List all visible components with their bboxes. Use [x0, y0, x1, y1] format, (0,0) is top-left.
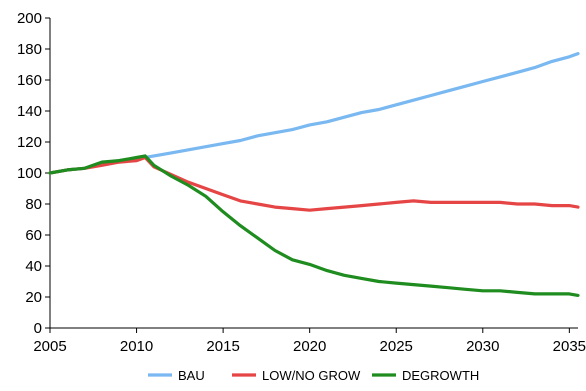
legend-label: BAU [178, 368, 205, 383]
y-tick-label: 0 [34, 320, 42, 337]
series-layer [48, 52, 580, 297]
y-tick-label: 120 [17, 134, 42, 151]
axes: 0 20 40 60 80 100 120 140 160 180 200 2005 2010 2015 2… [17, 10, 586, 355]
legend: BAU LOW/NO GROW DEGROWTH [148, 368, 479, 383]
y-tick-label: 20 [25, 289, 42, 306]
x-tick-label: 2005 [33, 338, 66, 355]
y-tick-label: 140 [17, 103, 42, 120]
x-tick-label: 2015 [206, 338, 239, 355]
x-tick-label: 2010 [120, 338, 153, 355]
legend-label: DEGROWTH [402, 368, 479, 383]
y-tick-label: 160 [17, 72, 42, 89]
series-line-degrowth [48, 154, 580, 297]
x-tick-label: 2030 [466, 338, 499, 355]
x-tick-label: 2035 [553, 338, 586, 355]
y-tick-label: 40 [25, 258, 42, 275]
x-tick-label: 2020 [293, 338, 326, 355]
legend-label: LOW/NO GROW [262, 368, 361, 383]
y-tick-label: 180 [17, 41, 42, 58]
y-tick-label: 100 [17, 165, 42, 182]
y-tick-label: 80 [25, 196, 42, 213]
x-tick-label: 2025 [380, 338, 413, 355]
y-tick-label: 200 [17, 10, 42, 27]
series-line-bau [48, 52, 580, 175]
series-line-low-no-grow [48, 155, 580, 212]
y-tick-label: 60 [25, 227, 42, 244]
